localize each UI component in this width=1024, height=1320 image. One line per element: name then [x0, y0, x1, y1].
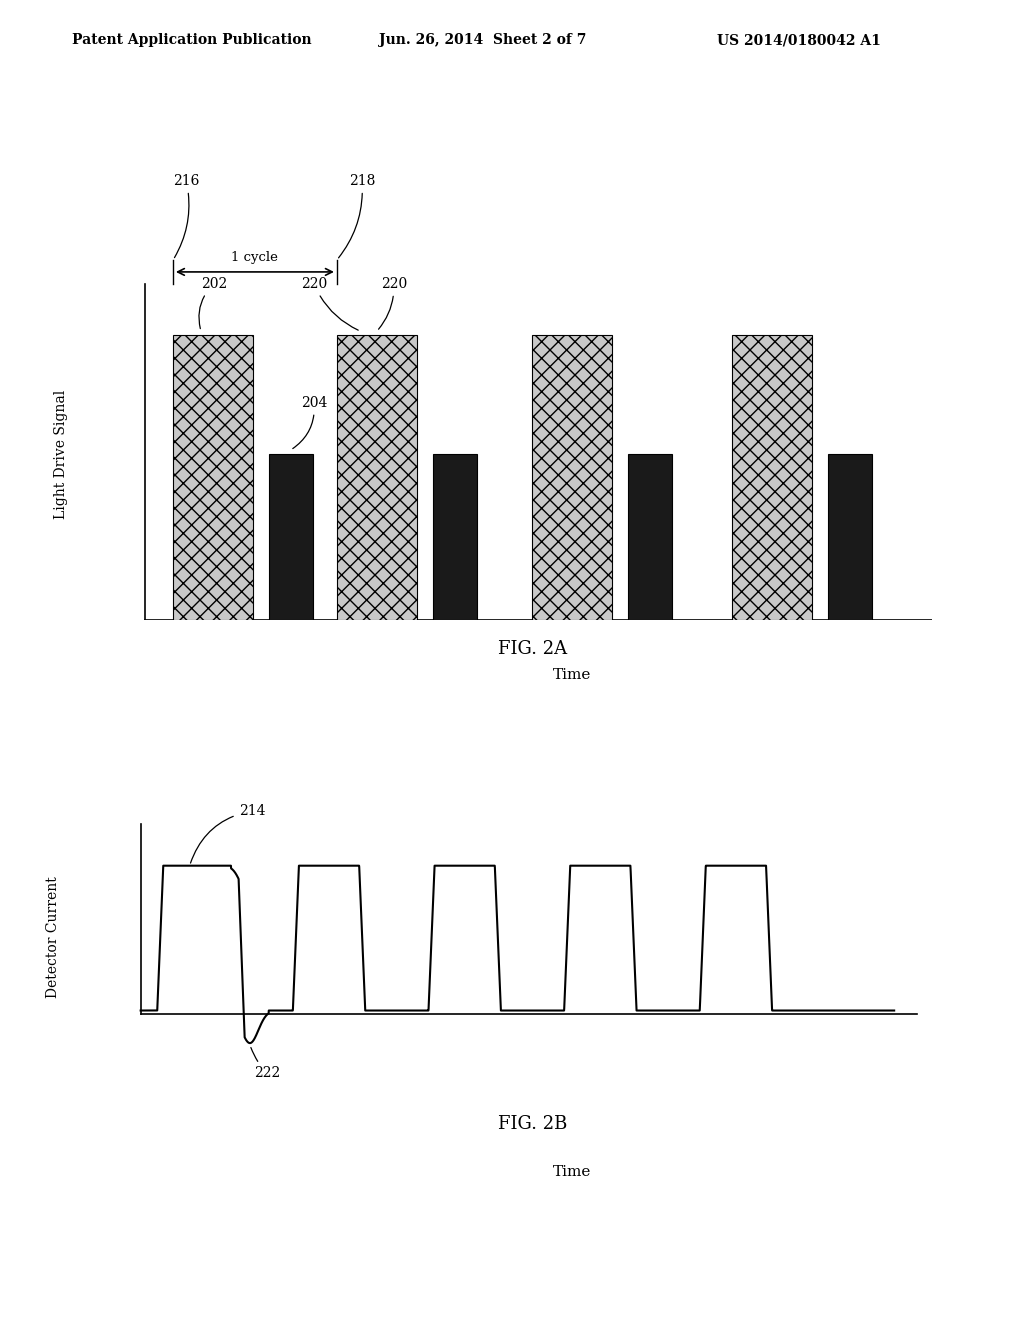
Text: FIG. 2B: FIG. 2B	[498, 1115, 567, 1134]
Text: 1 cycle: 1 cycle	[231, 251, 279, 264]
Text: Time: Time	[553, 668, 592, 682]
Text: Time: Time	[553, 1166, 592, 1179]
Bar	[173, 335, 253, 620]
Text: FIG. 2A: FIG. 2A	[498, 640, 567, 659]
Bar	[629, 454, 673, 620]
Text: 222: 222	[251, 1048, 280, 1081]
Text: Detector Current: Detector Current	[46, 876, 60, 998]
Text: 202: 202	[199, 277, 227, 329]
Bar	[732, 335, 812, 620]
Bar	[269, 454, 313, 620]
Text: 216: 216	[173, 174, 200, 257]
Bar	[433, 454, 476, 620]
Text: 218: 218	[339, 174, 375, 257]
Bar	[532, 335, 612, 620]
Text: 220: 220	[301, 277, 358, 330]
Bar	[828, 454, 872, 620]
Text: US 2014/0180042 A1: US 2014/0180042 A1	[717, 33, 881, 48]
Text: Patent Application Publication: Patent Application Publication	[72, 33, 311, 48]
Bar	[337, 335, 417, 620]
Text: 204: 204	[293, 396, 328, 449]
Text: 214: 214	[190, 804, 265, 863]
Text: Light Drive Signal: Light Drive Signal	[54, 389, 69, 519]
Text: 220: 220	[379, 277, 407, 329]
Text: Jun. 26, 2014  Sheet 2 of 7: Jun. 26, 2014 Sheet 2 of 7	[379, 33, 587, 48]
